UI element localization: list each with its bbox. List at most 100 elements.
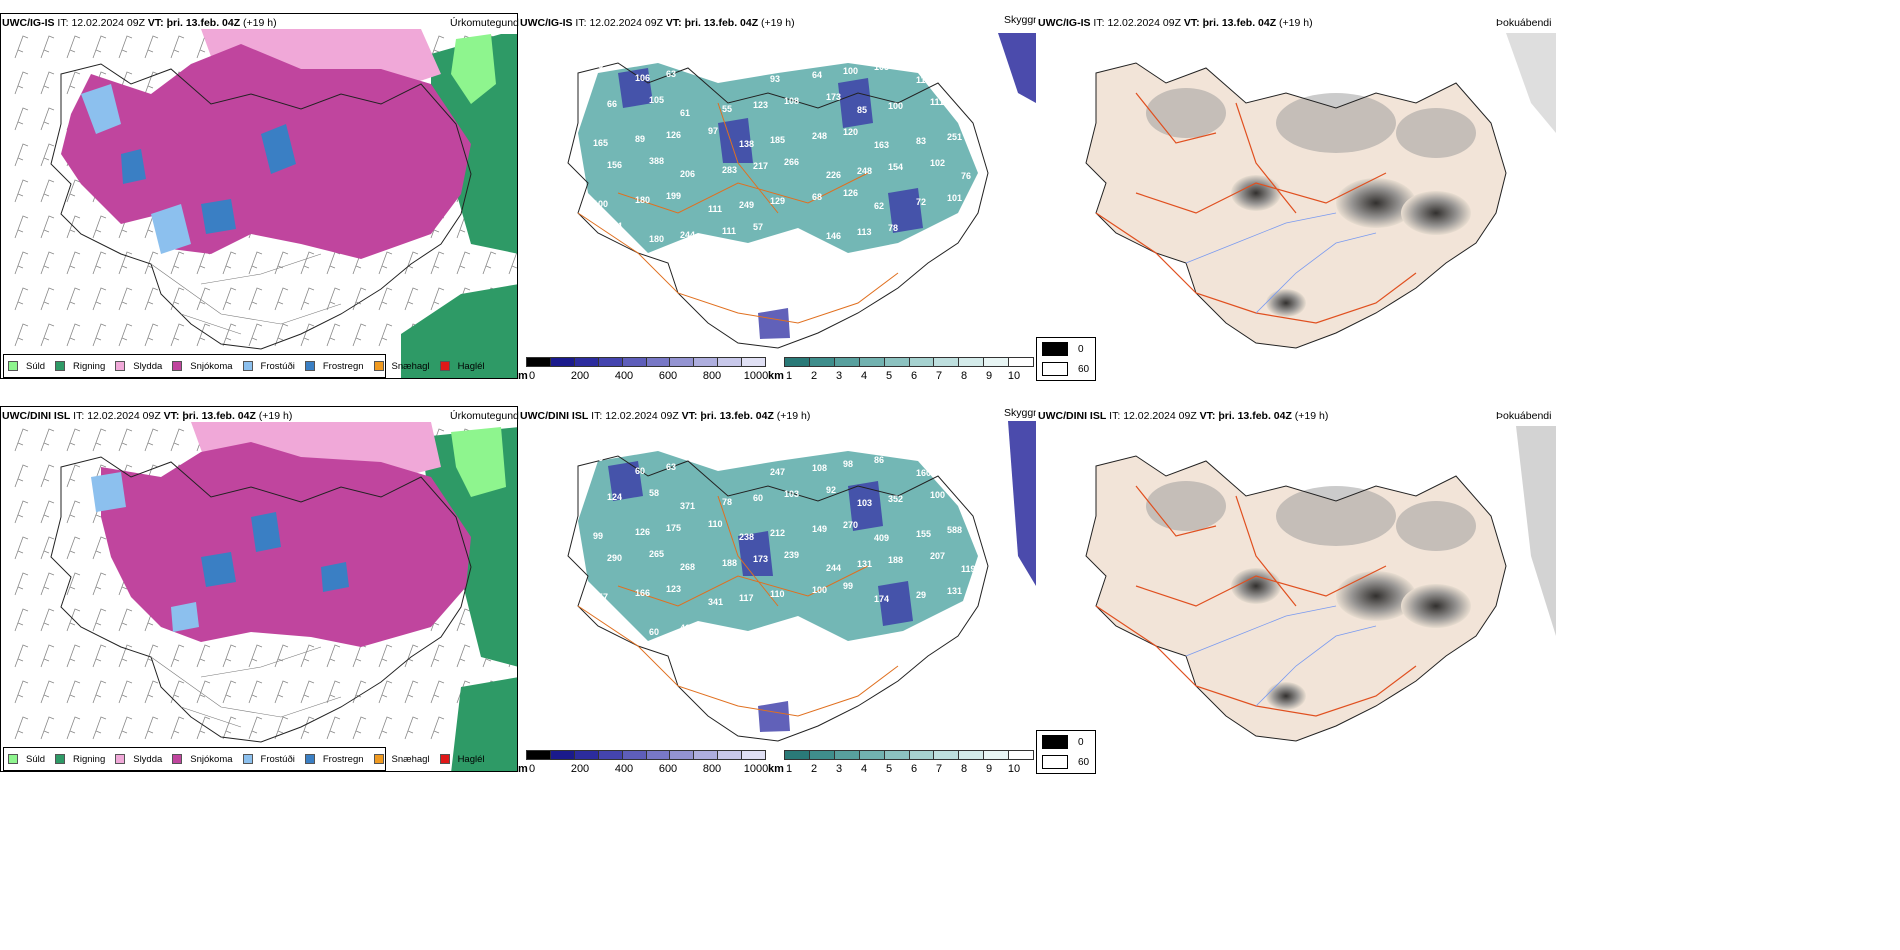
ceiling-label: 173	[826, 92, 841, 102]
wind-barb	[66, 323, 81, 347]
vis-colorbar-swatches	[784, 750, 1034, 760]
wind-barb	[66, 287, 81, 311]
color-swatch	[742, 751, 766, 759]
ceiling-label: 12	[947, 464, 957, 474]
color-swatch	[694, 358, 719, 366]
ceiling-label: 100	[739, 61, 754, 71]
precip-freezing-drizzle-area-1	[81, 84, 191, 254]
wind-barb	[14, 71, 29, 95]
legend-item: Súld	[8, 754, 45, 765]
wind-barb	[92, 608, 107, 632]
wind-barb	[378, 680, 393, 704]
color-swatch	[884, 751, 910, 759]
wind-barb	[14, 287, 29, 311]
model-name: UWC/DINI ISL	[1038, 410, 1107, 422]
color-swatch	[934, 358, 960, 366]
wind-barb	[14, 251, 29, 275]
legend-label: Haglél	[457, 360, 485, 372]
wind-barb	[66, 716, 81, 740]
legend-swatch	[8, 754, 18, 764]
legend-item: Frostúði	[242, 361, 295, 372]
ceiling-label: 111	[708, 204, 722, 214]
vt-value: þri. 13.feb. 04Z	[700, 410, 774, 422]
ceiling-label: 105	[649, 95, 664, 105]
ceiling-label: 180	[635, 195, 650, 205]
ceiling-label: 103	[857, 498, 872, 508]
legend-swatch	[373, 361, 384, 371]
wind-barb	[222, 680, 237, 704]
color-swatch	[959, 751, 985, 759]
it-label: IT:	[1109, 410, 1121, 422]
roads-1	[150, 253, 342, 335]
fog-panel-1: Þokuábendi	[1036, 13, 1556, 353]
ceiling-label: 58	[649, 488, 659, 498]
color-swatch	[670, 358, 695, 366]
legend-label: Haglél	[457, 753, 485, 765]
wind-barb	[118, 428, 133, 452]
ceiling-label: 157	[593, 592, 608, 602]
vis-tick: 7	[935, 370, 943, 382]
wind-barb	[326, 680, 341, 704]
wind-barb	[66, 680, 81, 704]
wind-barb	[170, 251, 185, 275]
wind-barb	[404, 644, 419, 668]
ceiling-colorbar-1: m 0 200 400 600 800 1000	[518, 357, 768, 383]
ceiling-label: 111	[722, 226, 736, 236]
legend-label: Rigning	[73, 753, 106, 765]
fog-title-1: Þokuábendi	[1496, 17, 1552, 29]
ceiling-label: 159	[961, 486, 976, 496]
ceiling-label: 270	[843, 520, 858, 530]
wind-barb	[196, 716, 211, 740]
legend-item: Frostregn	[304, 754, 364, 765]
iceland-coastline-vis-2	[567, 455, 989, 742]
panel-header-vis-1: UWC/IG-IS IT: 12.02.2024 09Z VT: þri. 13…	[520, 17, 795, 29]
wind-barb	[274, 323, 289, 347]
wind-barb	[92, 287, 107, 311]
panel-header-fog-1: UWC/IG-IS IT: 12.02.2024 09Z VT: þri. 13…	[1038, 17, 1313, 29]
wind-barb	[274, 716, 289, 740]
wind-barb	[118, 323, 133, 347]
ceiling-tick: 600	[658, 763, 678, 775]
vis-tick: 4	[860, 763, 868, 775]
wind-barb	[170, 323, 185, 347]
lead-time: (+19 h)	[776, 410, 811, 422]
ceiling-label: 103	[930, 236, 945, 246]
wind-barb	[40, 287, 55, 311]
wind-barb	[404, 287, 419, 311]
ceiling-label: 371	[680, 501, 695, 511]
color-swatch	[718, 751, 743, 759]
legend-swatch	[304, 754, 315, 764]
wind-barb	[300, 251, 315, 275]
ceiling-label: 46	[680, 623, 690, 633]
ceiling-unit: m	[518, 763, 528, 775]
ceiling-label: 115	[916, 75, 931, 85]
wind-barb	[248, 644, 263, 668]
vt-label: VT:	[1183, 17, 1200, 29]
ceiling-label: 60	[753, 493, 763, 503]
ceiling-label: 409	[874, 533, 889, 543]
ceiling-label: 76	[593, 453, 603, 463]
wind-barb	[92, 428, 107, 452]
wind-barb	[300, 323, 315, 347]
wind-barb	[430, 680, 445, 704]
legend-item: Rigning	[55, 754, 105, 765]
fog-panel-2: Þokuábendi	[1036, 406, 1556, 746]
ceiling-label: 85	[857, 105, 867, 115]
wind-barb	[248, 251, 263, 275]
ceiling-label: 106	[635, 73, 650, 83]
wind-barb	[274, 251, 289, 275]
panel-header-vis-2: UWC/DINI ISL IT: 12.02.2024 09Z VT: þri.…	[520, 410, 810, 422]
wind-barb	[482, 251, 497, 275]
lead-time: (+19 h)	[243, 17, 277, 29]
ceiling-label: 86	[874, 455, 884, 465]
ceiling-tick: 1000	[743, 370, 769, 382]
ceiling-label: 102	[930, 158, 945, 168]
ceiling-label: 265	[649, 549, 664, 559]
vis-tick: 2	[810, 763, 818, 775]
legend-swatch	[172, 361, 183, 371]
wind-barb	[92, 251, 107, 275]
wind-barb	[40, 215, 55, 239]
wind-barb	[456, 644, 471, 668]
ceiling-label: 100	[593, 199, 608, 209]
ceiling-label: 244	[826, 563, 841, 573]
